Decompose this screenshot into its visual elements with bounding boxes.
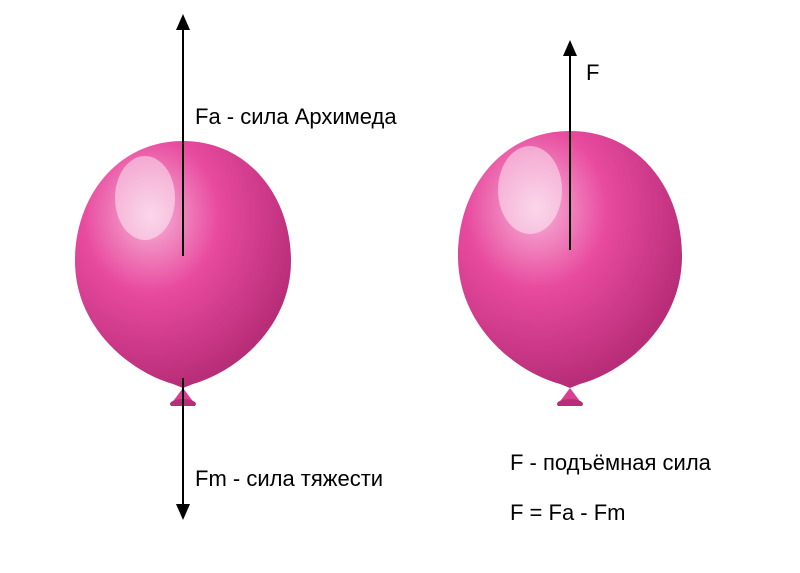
diagram-canvas: Fa - сила Архимеда Fm - сила тяжести F F…	[0, 0, 800, 573]
label-equation: F = Fa - Fm	[510, 500, 626, 526]
label-f-desc: F - подъёмная сила	[510, 450, 711, 476]
arrow-fm-head	[176, 504, 190, 520]
label-fa: Fa - сила Архимеда	[195, 104, 397, 130]
arrow-fm	[182, 378, 184, 506]
label-f: F	[586, 60, 599, 86]
arrow-fa	[182, 28, 184, 256]
arrow-fa-head	[176, 14, 190, 30]
arrow-f	[569, 54, 571, 250]
arrow-f-head	[563, 40, 577, 56]
label-fm: Fm - сила тяжести	[195, 466, 383, 492]
